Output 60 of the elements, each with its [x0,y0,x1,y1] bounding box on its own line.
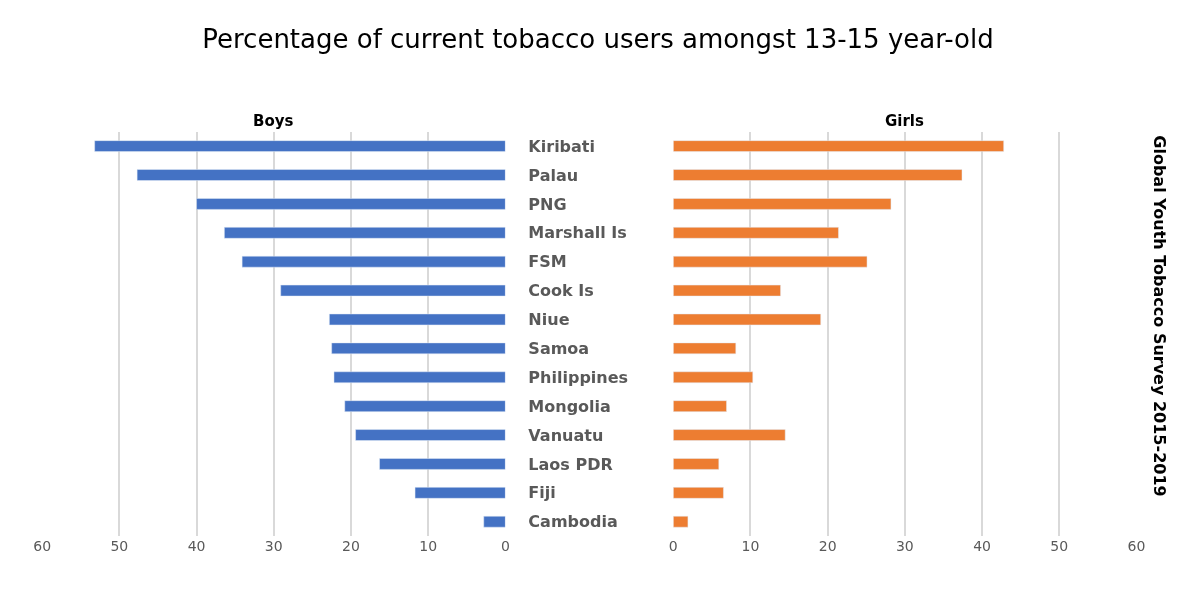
bar [673,255,868,268]
bar [196,198,506,210]
y-tick-label: Palau [528,165,579,185]
series-label: Girls [885,112,924,130]
bar [333,371,506,383]
x-tick-label: 10 [419,538,438,555]
x-tick-label: 50 [1050,538,1069,555]
bar [94,140,506,152]
bar [483,515,506,528]
bar [673,487,724,499]
y-tick-label: Laos PDR [528,454,613,474]
x-tick-label: 20 [818,538,837,555]
x-tick-label: 60 [1127,538,1146,555]
x-tick-label: 30 [895,538,914,555]
text: Percentage of current tobacco users amongst 13-15 year-old [202,23,994,54]
y-tick-label: Marshall Is [528,223,627,243]
y-tick-label: Vanuatu [528,425,604,445]
x-tick-label: 40 [973,538,991,555]
bar [673,429,786,441]
x-tick-label: 40 [187,538,206,555]
bar [414,487,506,499]
bar [224,227,506,239]
x-tick-label: 0 [500,538,510,555]
bar [331,342,506,355]
bar [329,313,506,326]
text: Global Youth Tobacco Survey 2015-2019 [1149,135,1169,497]
y-tick-label: Fiji [528,483,556,503]
bar [673,227,839,239]
series-label: Boys [253,112,294,130]
y-tick-label: Samoa [528,338,590,358]
bar [673,169,963,181]
bar [280,284,506,297]
bar [241,255,506,268]
bar [136,169,506,181]
y-tick-label: Niue [528,310,570,330]
bar [673,515,689,528]
bar [673,371,754,383]
x-tick-label: 10 [741,538,760,555]
y-tick-label: PNG [528,194,567,214]
bar [673,313,821,326]
y-tick-label: FSM [528,252,567,272]
y-tick-label: Mongolia [528,396,611,416]
x-tick-label: 50 [110,538,129,555]
bar [673,284,781,297]
bar [673,342,737,355]
bar [673,458,720,470]
x-tick-label: 30 [264,538,283,555]
x-tick-label: 0 [668,538,678,555]
bar [355,429,506,441]
bar [344,400,506,412]
bar [673,140,1004,152]
bar [673,400,727,412]
x-tick-label: 60 [33,538,52,555]
y-tick-label: Cook Is [528,281,594,301]
y-tick-label: Cambodia [528,512,618,532]
bar [379,458,506,470]
y-tick-label: Kiribati [528,136,595,156]
x-tick-label: 20 [342,538,360,555]
bar [673,198,892,210]
y-tick-label: Philippines [528,367,629,387]
